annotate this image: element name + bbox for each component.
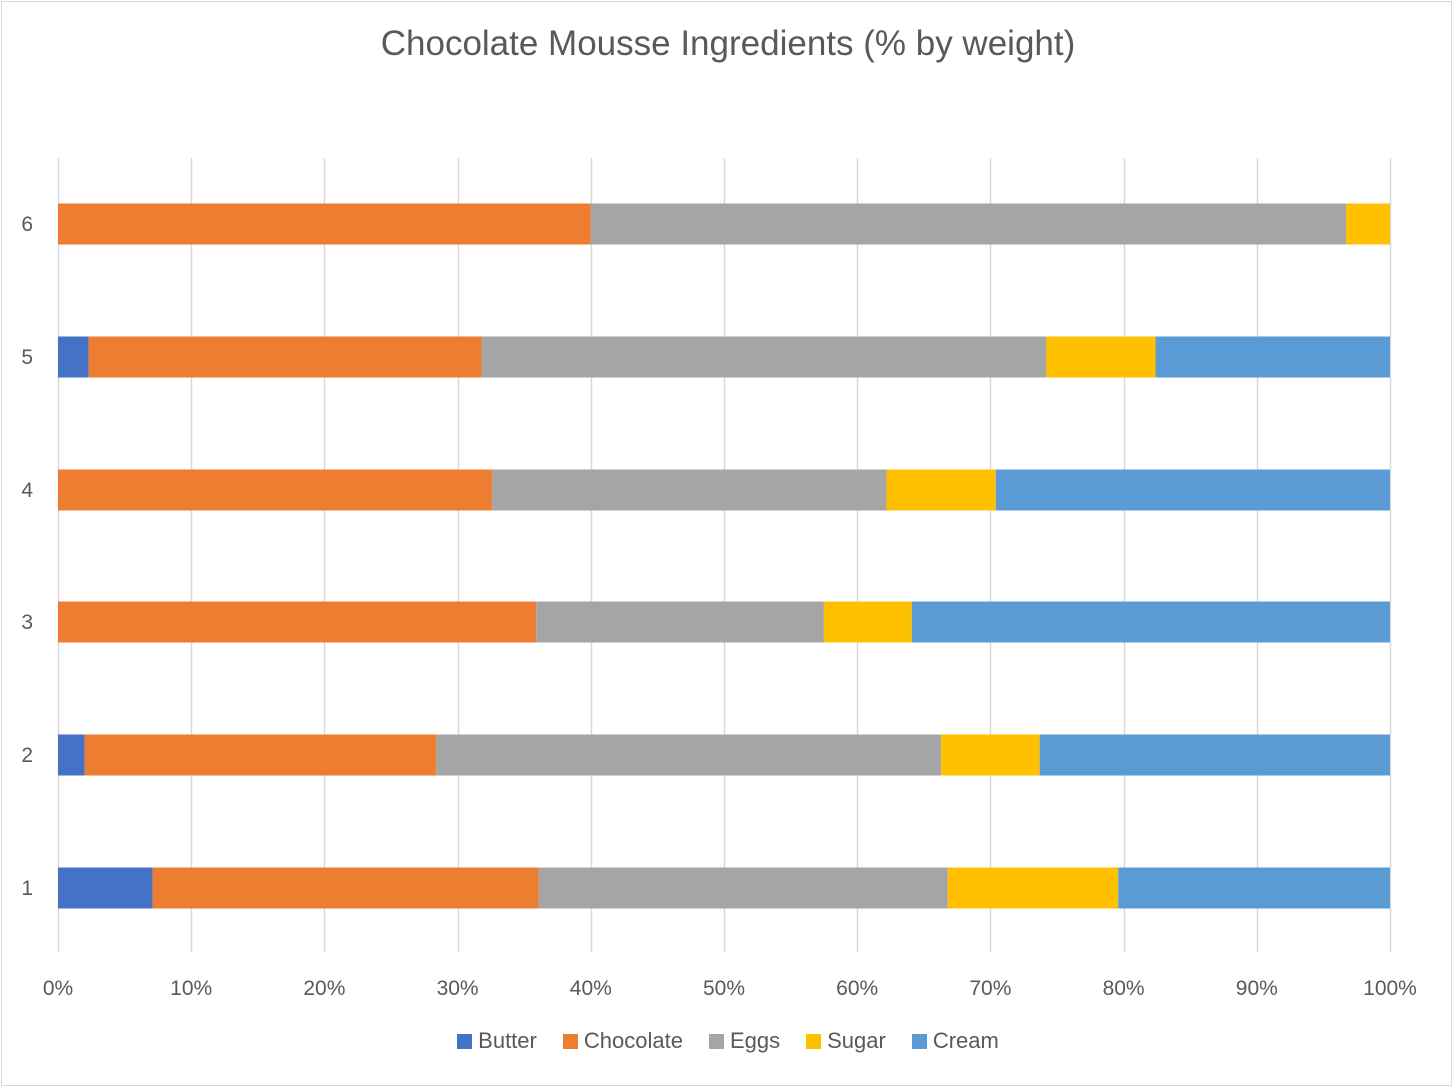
- legend-label: Cream: [932, 1028, 999, 1053]
- bar-butter-1: [58, 867, 153, 909]
- legend-label: Butter: [478, 1028, 537, 1053]
- legend-label: Chocolate: [583, 1028, 683, 1053]
- bar-sugar-1: [947, 867, 1119, 909]
- bar-cream-1: [1118, 867, 1390, 909]
- bar-butter-2: [58, 734, 85, 776]
- bar-chocolate-6: [58, 203, 591, 245]
- legend-swatch: [911, 1033, 927, 1049]
- x-tick-label: 70%: [969, 977, 1011, 1000]
- bar-eggs-5: [481, 336, 1047, 378]
- x-tick-label: 40%: [570, 977, 612, 1000]
- y-tick-label: 3: [21, 611, 33, 634]
- x-tick-label: 50%: [703, 977, 745, 1000]
- legend-item-butter: Butter: [457, 1028, 537, 1054]
- bar-chocolate-2: [84, 734, 437, 776]
- legend-swatch: [708, 1033, 724, 1049]
- legend-swatch: [806, 1033, 822, 1049]
- bar-cream-2: [1039, 734, 1390, 776]
- bar-chocolate-1: [152, 867, 539, 909]
- bar-cream-4: [995, 469, 1390, 511]
- bar-butter-5: [58, 336, 89, 378]
- y-tick-label: 5: [21, 346, 33, 369]
- bar-chocolate-3: [58, 601, 537, 643]
- legend-swatch: [457, 1033, 473, 1049]
- bar-eggs-2: [436, 734, 942, 776]
- x-tick-label: 20%: [303, 977, 345, 1000]
- bar-eggs-1: [538, 867, 948, 909]
- y-tick-label: 1: [21, 877, 33, 900]
- bar-cream-5: [1155, 336, 1390, 378]
- y-tick-label: 6: [21, 213, 33, 236]
- bar-eggs-6: [590, 203, 1347, 245]
- bar-sugar-6: [1346, 203, 1390, 245]
- bar-sugar-3: [823, 601, 912, 643]
- x-tick-label: 0%: [43, 977, 73, 1000]
- legend-item-chocolate: Chocolate: [562, 1028, 683, 1054]
- bars: [58, 203, 1390, 909]
- bar-sugar-5: [1046, 336, 1156, 378]
- x-tick-label: 30%: [437, 977, 479, 1000]
- x-tick-label: 80%: [1103, 977, 1145, 1000]
- bar-sugar-2: [941, 734, 1040, 776]
- legend-item-eggs: Eggs: [708, 1028, 781, 1054]
- gridlines: [57, 158, 1392, 952]
- bar-sugar-4: [886, 469, 996, 511]
- y-tick-label: 2: [21, 744, 33, 767]
- x-tick-label: 10%: [170, 977, 212, 1000]
- y-tick-label: 4: [21, 479, 33, 502]
- legend-label: Eggs: [729, 1028, 781, 1053]
- y-axis-ticks: 1 2 3 4 5 6: [21, 213, 33, 900]
- legend-item-sugar: Sugar: [806, 1028, 886, 1054]
- x-tick-label: 60%: [836, 977, 878, 1000]
- legend-label: Sugar: [827, 1028, 886, 1053]
- x-axis-ticks: 0% 10% 20% 30% 40% 50% 60% 70% 80% 90% 100%: [43, 977, 1417, 1000]
- chart-title: Chocolate Mousse Ingredients (% by weigh…: [380, 24, 1076, 63]
- bar-cream-3: [911, 601, 1390, 643]
- bar-chocolate-5: [88, 336, 482, 378]
- bar-chocolate-4: [58, 469, 493, 511]
- x-tick-label: 100%: [1363, 977, 1417, 1000]
- bar-eggs-3: [536, 601, 824, 643]
- legend: Butter Chocolate Eggs Sugar Cream: [0, 1028, 1456, 1054]
- x-tick-label: 90%: [1236, 977, 1278, 1000]
- legend-item-cream: Cream: [911, 1028, 999, 1054]
- bar-eggs-4: [492, 469, 887, 511]
- legend-swatch: [562, 1033, 578, 1049]
